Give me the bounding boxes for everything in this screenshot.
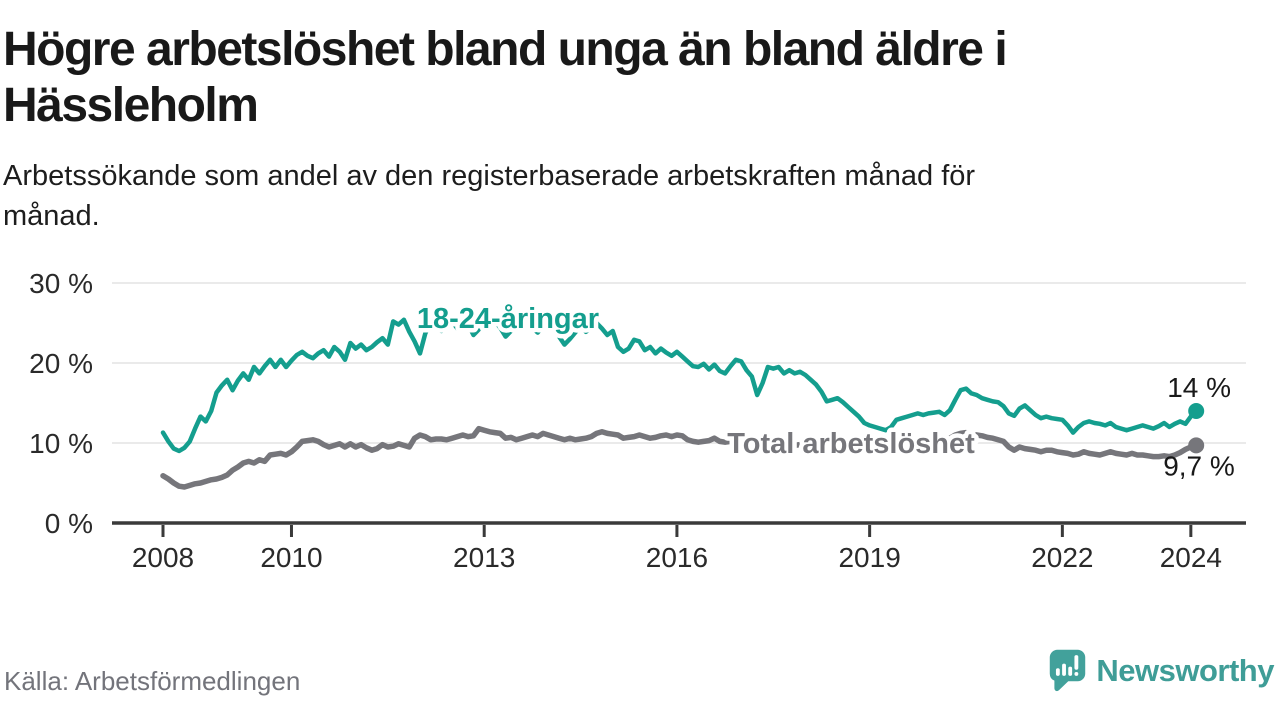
x-tick-label-2024: 2024 [1160, 542, 1222, 573]
end-value-label-total: 9,7 % [1163, 450, 1235, 481]
line-chart: 0 % 10 % 20 % 30 % 2008 2010 2013 2016 2019 2022 2… [29, 268, 1246, 573]
page-title-line-2: Hässleholm [3, 79, 259, 132]
y-tick-label-20: 20 % [29, 348, 93, 379]
series-label-young: 18-24-åringar [417, 303, 599, 335]
x-tick-label-2016: 2016 [646, 542, 708, 573]
page-title-line-1: Högre arbetslöshet bland unga än bland ä… [3, 23, 1008, 76]
page-title: Högre arbetslöshet bland unga än bland ä… [3, 22, 1183, 134]
speech-bubble-bar-chart-icon [1050, 649, 1086, 692]
newsworthy-logo: Newsworthy [1049, 648, 1274, 693]
x-tick-label-2022: 2022 [1031, 542, 1093, 573]
x-tick-label-2008: 2008 [132, 542, 194, 573]
series-end-dot-total [1188, 437, 1205, 454]
y-tick-label-0: 0 % [45, 508, 93, 539]
x-tick-label-2010: 2010 [260, 542, 322, 573]
newsworthy-wordmark: Newsworthy [1096, 652, 1274, 688]
source-note: Källa: Arbetsförmedlingen [4, 666, 301, 696]
series-label-total: Total arbetslöshet [727, 428, 975, 460]
series-line-total [160, 425, 1199, 490]
x-tick-label-2019: 2019 [838, 542, 900, 573]
chart-subtitle-line-1: Arbetssökande som andel av den registerb… [3, 160, 976, 192]
chart-subtitle-line-2: månad. [3, 200, 100, 232]
series-line-young [160, 314, 1199, 454]
chart-subtitle: Arbetssökande som andel av den registerb… [3, 156, 1203, 236]
series-end-dot-young [1188, 403, 1205, 419]
y-tick-label-10: 10 % [29, 428, 93, 459]
end-value-label-young: 14 % [1167, 372, 1231, 403]
x-tick-label-2013: 2013 [453, 542, 515, 573]
y-tick-label-30: 30 % [29, 268, 93, 299]
